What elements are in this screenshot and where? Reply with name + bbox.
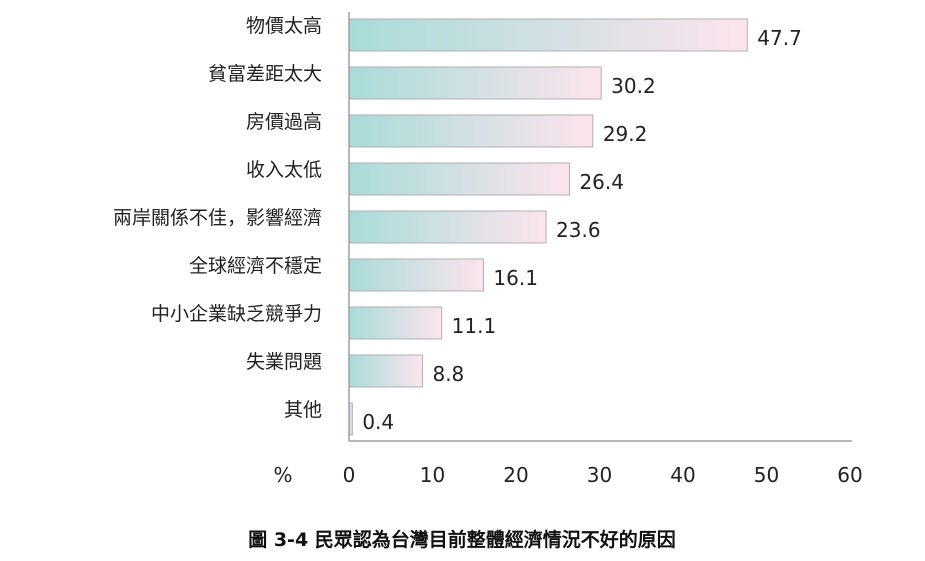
category-label: 貧富差距太大 [208, 63, 322, 85]
x-tick-label: 60 [837, 463, 862, 487]
category-label: 收入太低 [246, 159, 322, 181]
value-label: 11.1 [452, 314, 497, 338]
x-tick-label: 0 [343, 463, 356, 487]
value-label: 16.1 [493, 266, 538, 290]
value-label: 26.4 [579, 170, 624, 194]
x-tick-label: 10 [420, 463, 445, 487]
bar [348, 354, 423, 388]
x-tick-label: 20 [503, 463, 528, 487]
bar [348, 210, 547, 244]
category-label: 房價過高 [246, 111, 322, 133]
x-axis-unit-label: % [273, 463, 292, 487]
category-label: 物價太高 [246, 15, 322, 37]
value-label: 8.8 [432, 362, 464, 386]
x-tick-label: 30 [587, 463, 612, 487]
bar [348, 306, 443, 340]
value-label: 47.7 [757, 26, 802, 50]
value-label: 0.4 [362, 410, 394, 434]
x-tick-label: 50 [754, 463, 779, 487]
value-label: 29.2 [603, 122, 648, 146]
category-label: 失業問題 [246, 351, 322, 373]
bar [348, 258, 484, 292]
category-label: 兩岸關係不佳，影響經濟 [113, 207, 322, 229]
bar [348, 162, 570, 196]
figure-caption: 圖 3-4 民眾認為台灣目前整體經濟情況不好的原因 [248, 528, 676, 551]
bar [348, 114, 594, 148]
category-label: 中小企業缺乏競爭力 [151, 303, 322, 325]
x-tick-label: 40 [670, 463, 695, 487]
bar [348, 18, 748, 52]
value-label: 30.2 [611, 74, 656, 98]
category-label: 全球經濟不穩定 [189, 255, 322, 277]
category-label: 其他 [284, 399, 322, 421]
bar [348, 66, 602, 100]
value-label: 23.6 [556, 218, 601, 242]
